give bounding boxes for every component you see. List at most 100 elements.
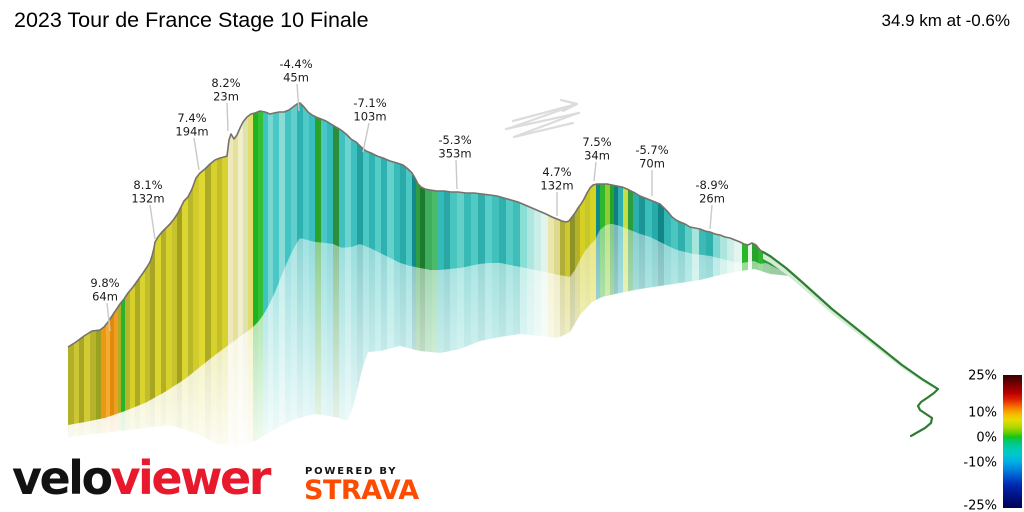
gradient-label: -5.3% 353m xyxy=(438,133,471,161)
skirt-stripe xyxy=(333,244,339,419)
elevation-stripe xyxy=(438,191,444,270)
elevation-stripe xyxy=(96,329,101,420)
skirt-stripe xyxy=(309,240,315,416)
skirt-stripe xyxy=(605,224,610,297)
skirt-stripe xyxy=(658,241,664,287)
gradient-label-pointer xyxy=(362,122,370,153)
skirt-stripe xyxy=(74,423,79,437)
skirt-stripe xyxy=(457,267,464,350)
skirt-stripe xyxy=(327,243,333,417)
skirt-stripe xyxy=(671,247,678,285)
skirt-stripe xyxy=(315,242,321,415)
elevation-stripe xyxy=(339,128,345,248)
elevation-stripe xyxy=(263,111,268,316)
skirt-stripe xyxy=(258,315,263,440)
skirt-stripe xyxy=(580,251,585,315)
skirt-stripe xyxy=(79,422,84,436)
finish-line-shadow xyxy=(763,252,938,391)
skirt-stripe xyxy=(432,270,438,353)
skirt-stripe xyxy=(297,238,303,419)
skirt-stripe xyxy=(450,268,457,351)
elevation-stripe xyxy=(671,215,678,251)
elevation-stripe xyxy=(369,152,375,251)
elevation-stripe xyxy=(565,219,570,277)
skirt-stripe xyxy=(199,363,205,438)
elevation-stripe xyxy=(135,277,140,407)
elevation-stripe xyxy=(734,239,742,263)
elevation-stripe xyxy=(658,203,664,244)
skirt-stripe xyxy=(685,252,692,283)
skirt-stripe xyxy=(145,400,150,428)
skirt-stripe xyxy=(268,296,273,434)
elevation-stripe xyxy=(605,184,610,226)
elevation-stripe xyxy=(177,205,182,385)
skirt-stripe xyxy=(444,269,450,353)
skirt-stripe xyxy=(363,245,369,367)
elevation-stripe xyxy=(68,343,74,425)
elevation-stripe xyxy=(596,184,600,238)
elevation-stripe xyxy=(315,116,321,243)
skirt-stripe xyxy=(243,330,248,445)
skirt-stripe xyxy=(101,417,106,434)
skirt-stripe xyxy=(172,384,177,428)
skirt-stripe xyxy=(233,338,238,447)
elevation-stripe xyxy=(685,224,692,254)
skirt-stripe xyxy=(570,270,575,332)
elevation-stripe xyxy=(444,191,450,270)
ride-summary: 34.9 km at -0.6% xyxy=(881,11,1010,30)
gradient-label-pointer xyxy=(106,302,111,332)
elevation-stripe xyxy=(541,211,548,273)
elevation-stripe xyxy=(432,190,438,270)
gradient-label: 8.2% 23m xyxy=(211,76,240,104)
skirt-stripe xyxy=(752,261,758,270)
skirt-stripe xyxy=(273,282,279,431)
skirt-stripe xyxy=(279,267,285,427)
elevation-stripe xyxy=(106,319,110,418)
elevation-stripe xyxy=(406,167,412,267)
elevation-stripe xyxy=(161,228,166,395)
elevation-stripe xyxy=(420,186,425,269)
skirt-stripe xyxy=(506,264,513,337)
skirt-stripe xyxy=(155,394,161,427)
skirt-stripe xyxy=(478,263,485,342)
elevation-stripe xyxy=(166,221,172,392)
skirt-stripe xyxy=(381,253,387,351)
elevation-stripe xyxy=(101,324,106,419)
north-arrow-icon xyxy=(504,98,581,139)
legend-tick-label: 0% xyxy=(976,431,997,446)
elevation-stripe xyxy=(84,332,90,423)
skirt-stripe xyxy=(90,419,96,435)
elevation-stripe xyxy=(182,197,188,381)
profile-outline xyxy=(67,102,764,348)
elevation-stripe xyxy=(222,148,228,350)
skirt-stripe xyxy=(205,358,211,441)
elevation-stripe xyxy=(614,185,618,226)
north-arrow-stroke xyxy=(511,102,579,123)
skirt-stripe xyxy=(618,225,623,294)
elevation-stripe xyxy=(333,125,339,247)
elevation-stripe xyxy=(554,217,560,276)
elevation-stripe xyxy=(742,243,748,263)
skirt-stripe xyxy=(394,260,400,348)
skirt-stripe xyxy=(135,405,140,430)
skirt-stripe xyxy=(182,376,188,431)
elevation-stripe xyxy=(279,111,285,283)
elevation-stripe xyxy=(118,302,121,414)
gradient-label-pointer xyxy=(296,83,300,112)
strava-logo: STRAVA xyxy=(304,475,419,506)
elevation-stripe xyxy=(285,108,291,268)
gradient-label: -5.7% 70m xyxy=(635,143,668,171)
gradient-label-pointer xyxy=(593,161,597,182)
skirt-stripe xyxy=(520,267,527,335)
elevation-stripe xyxy=(492,195,499,263)
elevation-stripe xyxy=(425,189,432,270)
gradient-label: 4.7% 132m xyxy=(540,165,573,193)
gradient-label: -7.1% 103m xyxy=(353,96,386,124)
elevation-stripe xyxy=(243,116,248,335)
gradient-label: -4.4% 45m xyxy=(279,57,312,85)
skirt-stripe xyxy=(727,260,734,274)
skirt-stripe xyxy=(554,274,560,338)
profile-skirt xyxy=(68,224,790,447)
skirt-stripe xyxy=(633,231,639,291)
skirt-stripe xyxy=(513,265,520,336)
